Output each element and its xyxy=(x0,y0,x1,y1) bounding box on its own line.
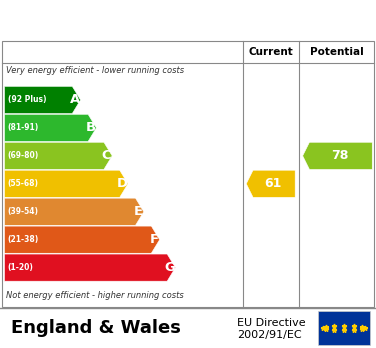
Text: (39-54): (39-54) xyxy=(8,207,38,216)
Polygon shape xyxy=(5,86,80,113)
Text: Not energy efficient - higher running costs: Not energy efficient - higher running co… xyxy=(6,291,183,300)
Text: England & Wales: England & Wales xyxy=(11,319,181,337)
Polygon shape xyxy=(5,142,112,169)
Text: 78: 78 xyxy=(331,149,348,162)
Text: B: B xyxy=(85,121,96,134)
Text: Very energy efficient - lower running costs: Very energy efficient - lower running co… xyxy=(6,66,184,75)
Text: (1-20): (1-20) xyxy=(8,263,33,272)
Text: F: F xyxy=(149,233,158,246)
Bar xyxy=(318,311,370,345)
Text: C: C xyxy=(102,149,111,162)
Text: E: E xyxy=(133,205,143,218)
Text: Potential: Potential xyxy=(310,47,363,57)
Text: D: D xyxy=(117,177,128,190)
Text: 61: 61 xyxy=(264,177,281,190)
Text: G: G xyxy=(164,261,175,274)
Polygon shape xyxy=(5,254,176,281)
Text: EU Directive: EU Directive xyxy=(237,318,306,328)
Polygon shape xyxy=(5,170,128,197)
Polygon shape xyxy=(5,198,144,225)
Text: (92 Plus): (92 Plus) xyxy=(8,95,46,104)
Text: 2002/91/EC: 2002/91/EC xyxy=(237,330,302,340)
Text: (69-80): (69-80) xyxy=(8,151,39,160)
Text: (81-91): (81-91) xyxy=(8,124,39,132)
Text: Energy Efficiency Rating: Energy Efficiency Rating xyxy=(11,11,259,29)
Polygon shape xyxy=(246,170,295,197)
Text: (55-68): (55-68) xyxy=(8,179,38,188)
Polygon shape xyxy=(5,226,159,253)
Text: (21-38): (21-38) xyxy=(8,235,39,244)
Text: A: A xyxy=(70,94,80,106)
Polygon shape xyxy=(303,142,372,169)
Polygon shape xyxy=(5,114,96,141)
Text: Current: Current xyxy=(248,47,293,57)
